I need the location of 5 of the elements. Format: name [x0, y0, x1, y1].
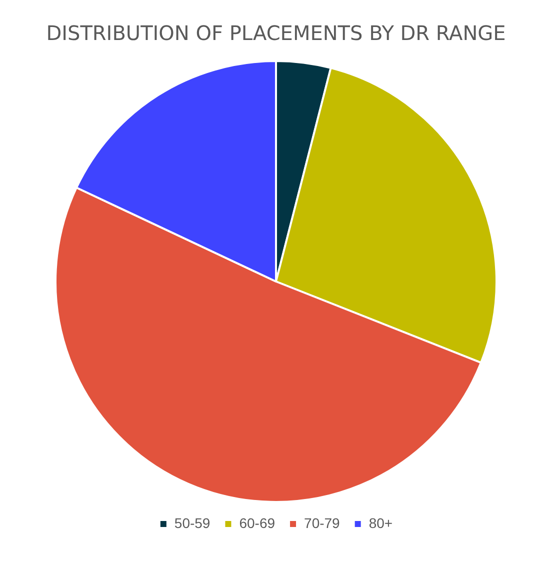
legend-label: 70-79: [304, 514, 340, 531]
chart-title: DISTRIBUTION OF PLACEMENTS BY DR RANGE: [46, 21, 506, 46]
legend-label: 80+: [368, 514, 393, 531]
legend-label: 50-59: [174, 514, 210, 531]
legend-label: 60-69: [239, 514, 276, 531]
